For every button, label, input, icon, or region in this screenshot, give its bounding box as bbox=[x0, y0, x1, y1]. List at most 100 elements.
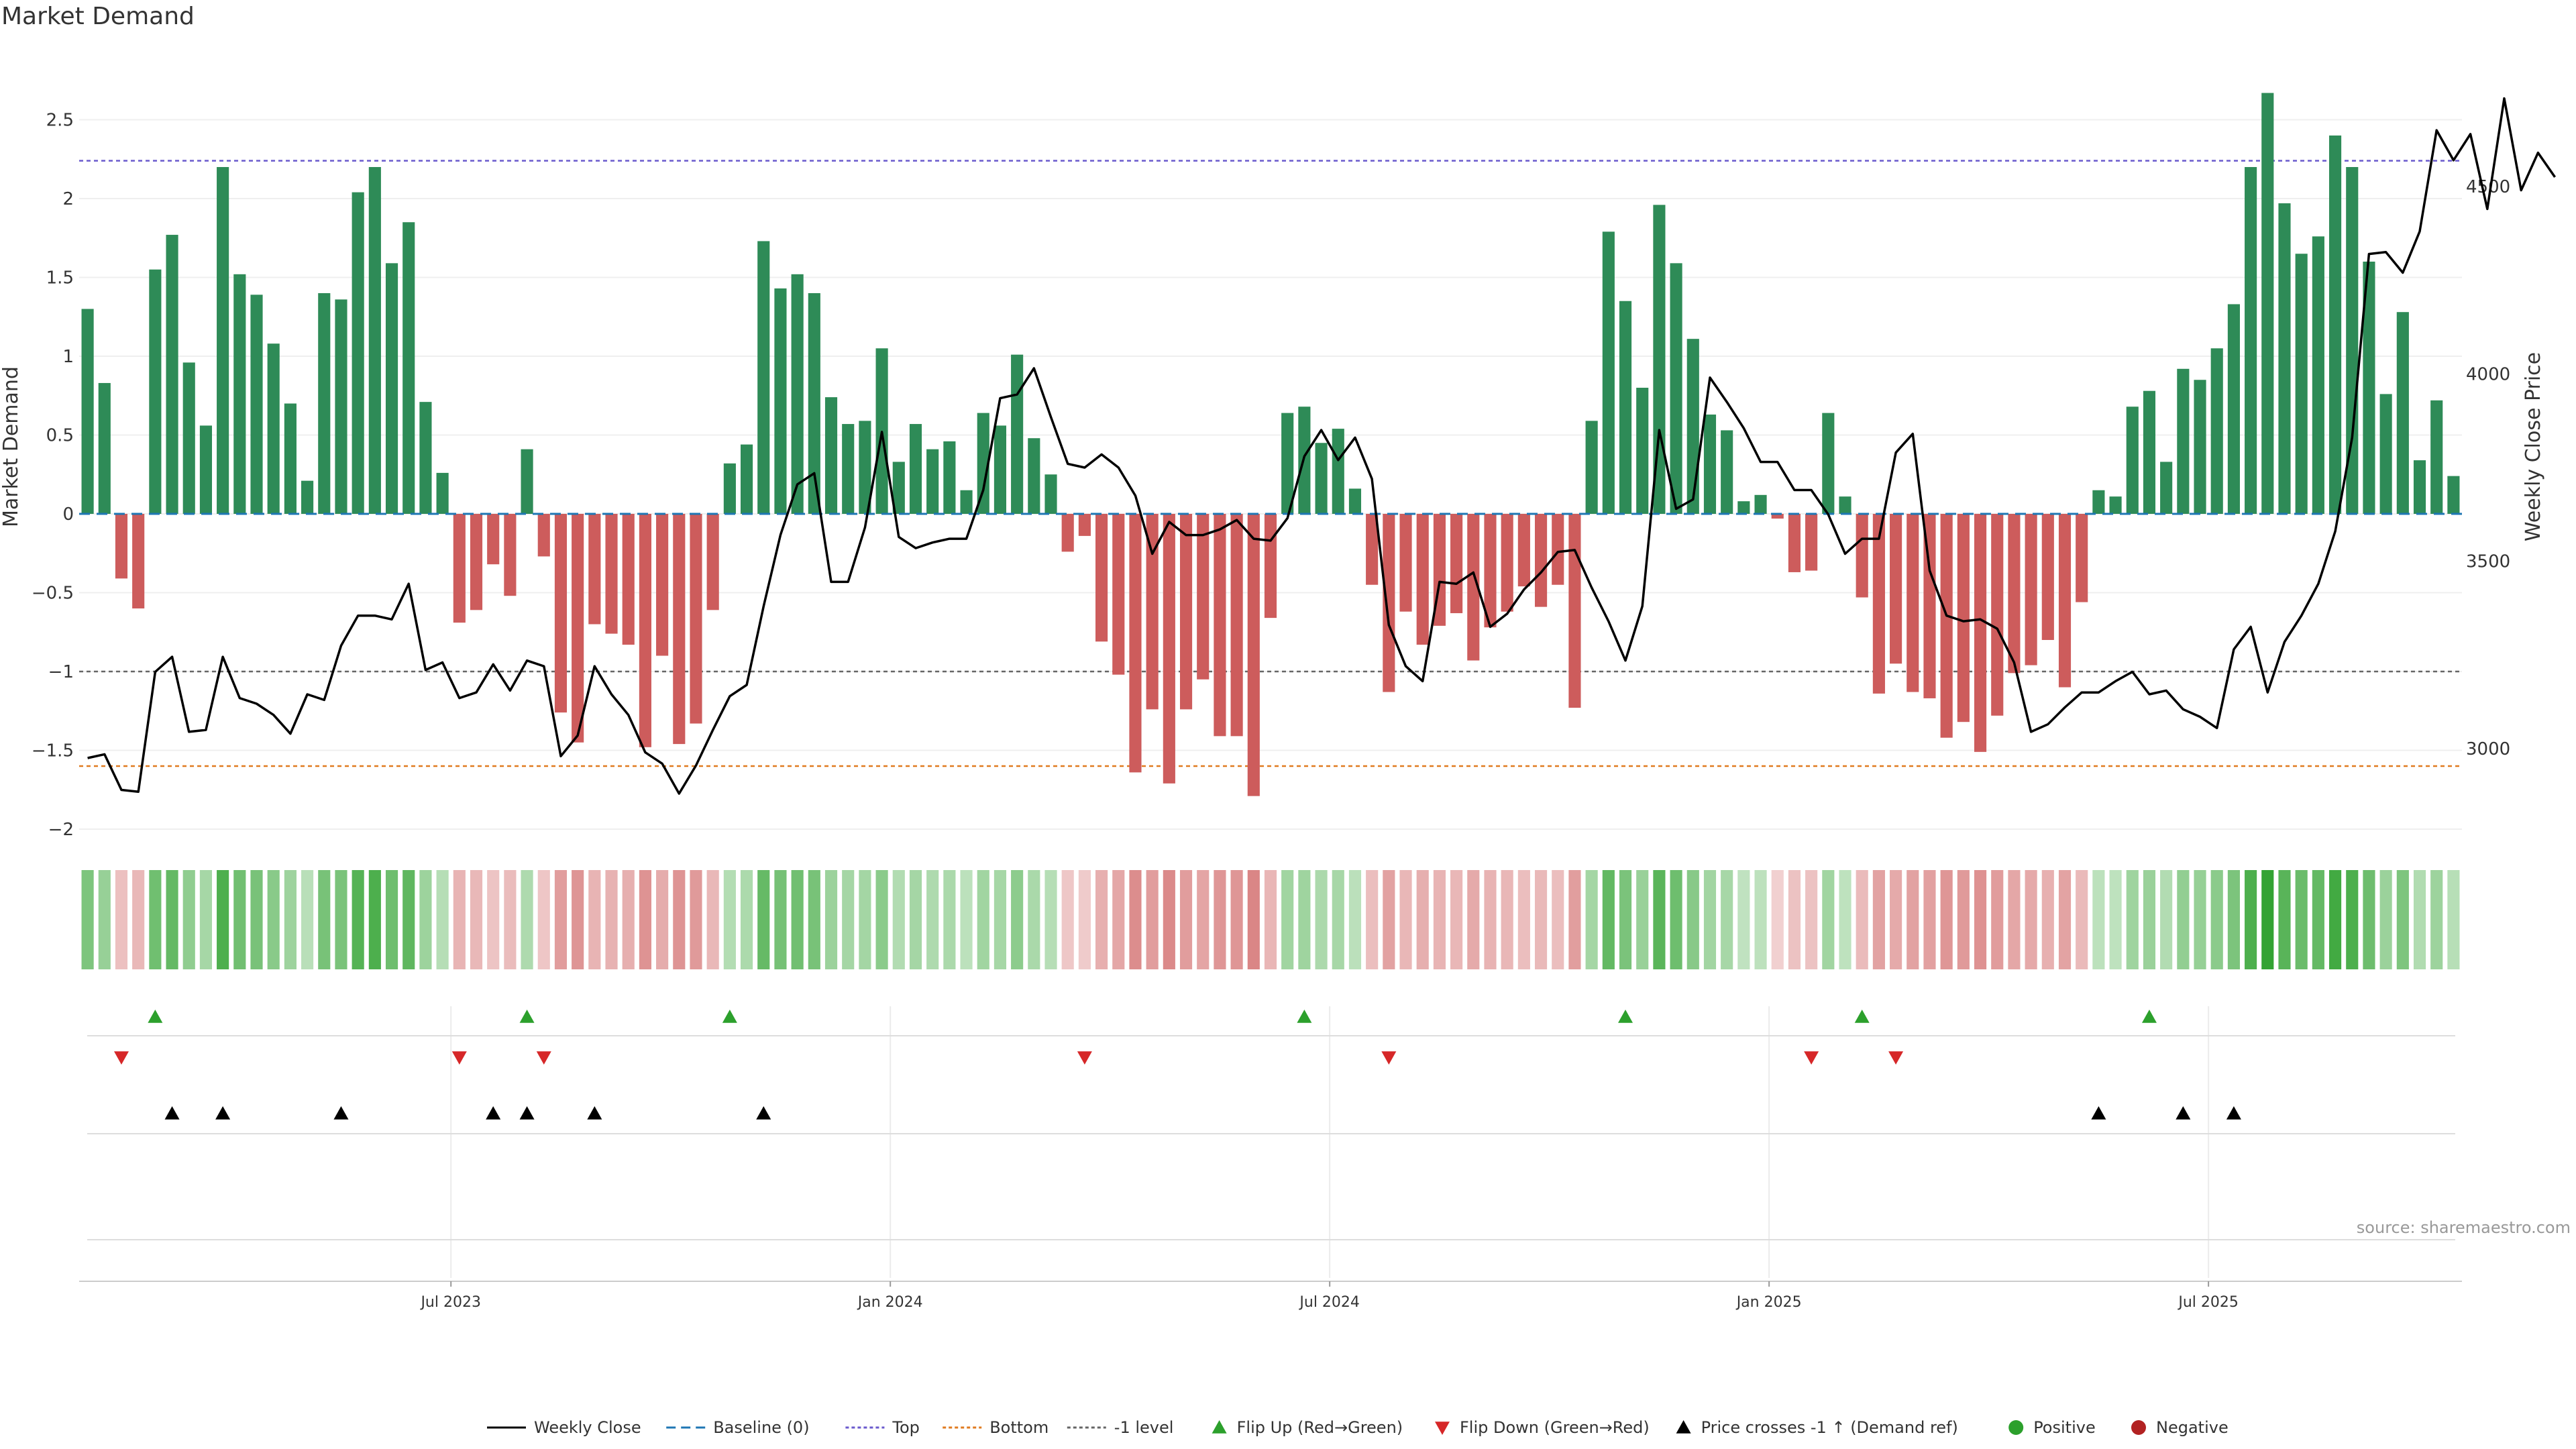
demand-bar bbox=[2092, 490, 2104, 514]
heat-cell bbox=[1180, 870, 1192, 969]
heat-cell bbox=[1788, 870, 1801, 969]
heat-cell bbox=[402, 870, 415, 969]
flip-down-marker bbox=[114, 1051, 129, 1065]
heat-cell bbox=[538, 870, 550, 969]
heat-cell bbox=[2329, 870, 2341, 969]
demand-bar bbox=[1265, 514, 1277, 618]
demand-bar bbox=[741, 445, 753, 514]
demand-bar bbox=[792, 274, 804, 514]
heat-cell bbox=[943, 870, 955, 969]
heat-cell bbox=[2414, 870, 2426, 969]
legend-label: Price crosses -1 ↑ (Demand ref) bbox=[1701, 1418, 1958, 1437]
heat-cell bbox=[1653, 870, 1665, 969]
heat-cell bbox=[1467, 870, 1479, 969]
demand-bar bbox=[2278, 203, 2290, 514]
heat-cell bbox=[977, 870, 989, 969]
heat-cell bbox=[926, 870, 938, 969]
demand-bar bbox=[2228, 304, 2240, 514]
flip-up-marker bbox=[722, 1010, 737, 1023]
heat-cell bbox=[825, 870, 837, 969]
demand-bar bbox=[419, 402, 431, 514]
heat-cell bbox=[1552, 870, 1564, 969]
demand-bar bbox=[1180, 514, 1192, 709]
heat-cell bbox=[588, 870, 600, 969]
demand-bar bbox=[1856, 514, 1868, 598]
flip-down-marker bbox=[452, 1051, 467, 1065]
heat-cell bbox=[149, 870, 161, 969]
x-tick-label: Jul 2024 bbox=[1298, 1294, 1360, 1311]
demand-bar bbox=[1890, 514, 1902, 663]
price-cross-marker bbox=[587, 1106, 602, 1120]
demand-bar bbox=[1552, 514, 1564, 585]
demand-bar bbox=[572, 514, 584, 743]
demand-bar bbox=[166, 235, 178, 514]
heat-cell bbox=[673, 870, 685, 969]
heat-cell bbox=[386, 870, 398, 969]
heat-cell bbox=[1450, 870, 1462, 969]
demand-bar bbox=[774, 288, 786, 514]
demand-bar bbox=[1991, 514, 2003, 716]
y-axis-title: Market Demand bbox=[0, 366, 23, 527]
heat-cell bbox=[504, 870, 516, 969]
heat-cell bbox=[1044, 870, 1057, 969]
heat-cell bbox=[1146, 870, 1159, 969]
heat-cell bbox=[217, 870, 229, 969]
heat-cell bbox=[741, 870, 753, 969]
flip-down-marker bbox=[1804, 1051, 1819, 1065]
demand-bar bbox=[1062, 514, 1074, 551]
demand-bar bbox=[1603, 231, 1615, 514]
demand-bar bbox=[301, 481, 313, 514]
demand-bar bbox=[470, 514, 482, 610]
demand-bar bbox=[2414, 460, 2426, 514]
demand-bar bbox=[690, 514, 702, 724]
heat-cell bbox=[1298, 870, 1310, 969]
heat-cell bbox=[268, 870, 280, 969]
heat-cell bbox=[1603, 870, 1615, 969]
demand-bar bbox=[1349, 488, 1361, 514]
demand-bar bbox=[2042, 514, 2054, 640]
legend-dot-symbol bbox=[2008, 1420, 2023, 1435]
demand-bar bbox=[1568, 514, 1580, 708]
heat-cell bbox=[1112, 870, 1124, 969]
heat-cell bbox=[1974, 870, 1986, 969]
demand-bar bbox=[335, 299, 347, 514]
y-tick-label: 1.5 bbox=[46, 268, 74, 288]
heat-cell bbox=[437, 870, 449, 969]
demand-bar bbox=[1079, 514, 1091, 536]
heat-cell bbox=[757, 870, 769, 969]
legend-label: Flip Down (Green→Red) bbox=[1460, 1418, 1650, 1437]
heat-cell bbox=[1957, 870, 1970, 969]
flip-down-marker bbox=[1381, 1051, 1396, 1065]
legend-swatch bbox=[2131, 1420, 2146, 1435]
x-tick-label: Jul 2023 bbox=[419, 1294, 481, 1311]
demand-bar bbox=[724, 464, 736, 514]
heat-cell bbox=[1941, 870, 1953, 969]
demand-bar bbox=[943, 441, 955, 514]
demand-bar bbox=[1011, 355, 1023, 514]
demand-bar bbox=[825, 397, 837, 514]
demand-bar bbox=[994, 425, 1006, 514]
price-cross-marker bbox=[2226, 1106, 2241, 1120]
heat-cell bbox=[1568, 870, 1580, 969]
heat-cell bbox=[1281, 870, 1293, 969]
demand-bar bbox=[437, 473, 449, 514]
heat-cell bbox=[639, 870, 651, 969]
heat-cell bbox=[1737, 870, 1750, 969]
demand-bar bbox=[588, 514, 600, 625]
heat-cell bbox=[1332, 870, 1344, 969]
demand-bar bbox=[842, 424, 854, 514]
flip-up-marker bbox=[520, 1010, 535, 1023]
heat-cell bbox=[1991, 870, 2003, 969]
y-tick-label: −0.5 bbox=[32, 584, 74, 604]
heat-cell bbox=[2447, 870, 2459, 969]
demand-bar bbox=[217, 167, 229, 514]
heat-cell bbox=[1062, 870, 1074, 969]
demand-bar bbox=[1129, 514, 1141, 772]
demand-bar bbox=[2076, 514, 2088, 602]
heat-cell bbox=[2143, 870, 2155, 969]
demand-bar bbox=[656, 514, 668, 656]
heat-cell bbox=[1197, 870, 1209, 969]
demand-bar bbox=[2143, 391, 2155, 514]
demand-bar bbox=[1704, 415, 1716, 514]
heat-cell bbox=[555, 870, 567, 969]
